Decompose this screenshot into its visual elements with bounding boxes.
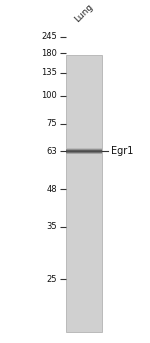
- Text: Egr1: Egr1: [111, 146, 133, 156]
- Bar: [66, 55, 102, 332]
- Text: 135: 135: [41, 68, 57, 77]
- Text: 48: 48: [46, 185, 57, 193]
- Text: 245: 245: [41, 32, 57, 41]
- Text: Lung: Lung: [73, 2, 95, 24]
- Text: 100: 100: [41, 91, 57, 100]
- Text: 75: 75: [46, 119, 57, 128]
- Text: 63: 63: [46, 147, 57, 156]
- Text: 25: 25: [46, 275, 57, 284]
- Text: 180: 180: [41, 49, 57, 58]
- Text: 35: 35: [46, 222, 57, 231]
